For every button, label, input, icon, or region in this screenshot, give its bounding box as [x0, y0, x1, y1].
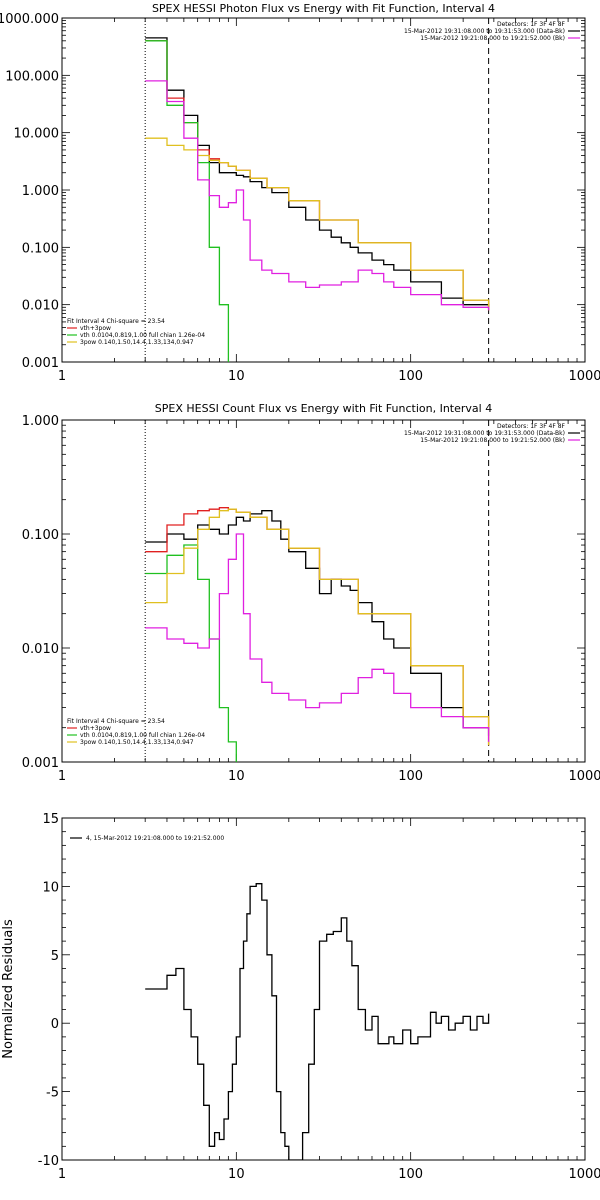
y-tick-label: 0.010 [22, 642, 59, 657]
series-line-1 [145, 510, 490, 736]
series-line-4 [145, 508, 490, 746]
y-tick-label: 15 [42, 812, 59, 827]
legend-entry: 3pow 0.140,1.50,14.4,1.33,134,0.947 [80, 739, 194, 746]
legend-entry: Fit Interval 4 Chi-square = 23.54 [67, 718, 165, 725]
legend-entry: vth 0.0104,0.819,1.00 full chian 1.26e-0… [80, 332, 205, 339]
x-tick-label: 100 [398, 369, 423, 384]
y-tick-label: 1.000 [22, 184, 59, 199]
y-tick-label: 100.000 [5, 69, 59, 84]
y-tick-label: 10.000 [14, 127, 60, 142]
legend-entry: 3pow 0.140,1.50,14.4,1.33,134,0.947 [80, 339, 194, 346]
legend-entry: Detectors: 1F 3F 4F 8F [497, 21, 566, 28]
series-line-3 [145, 544, 237, 762]
x-tick-label: 10 [228, 769, 245, 784]
y-tick-label: 0.001 [22, 756, 59, 771]
y-tick-label: 0.010 [22, 299, 59, 314]
x-tick-label: 1000 [568, 769, 600, 784]
chart-title: SPEX HESSI Count Flux vs Energy with Fit… [155, 402, 492, 415]
chart-panel-1: SPEX HESSI Photon Flux vs Energy with Fi… [0, 2, 600, 384]
y-tick-label: -5 [46, 1086, 59, 1101]
y-tick-label: -10 [38, 1154, 59, 1169]
series-line-3 [145, 40, 230, 362]
plot-frame [61, 419, 586, 763]
legend-entry: 15-Mar-2012 19:31:08.000 to 19:31:53.000… [404, 28, 565, 35]
y-tick-label: 0.001 [22, 356, 59, 371]
y-tick-label: 0.100 [22, 241, 59, 256]
y-axis-label: Normalized Residuals [1, 919, 16, 1059]
legend-entry: vth+3pow [80, 325, 111, 332]
chart-title: SPEX HESSI Photon Flux vs Energy with Fi… [152, 2, 495, 15]
series-line-5 [145, 80, 490, 311]
legend-entry: 4, 15-Mar-2012 19:21:08.000 to 19:21:52.… [86, 835, 224, 842]
chart-panel-3: 1 10 100 1000 -10 -5 0 5 10 15 Normalized Residual… [1, 812, 600, 1182]
x-tick-label: 1 [58, 369, 66, 384]
x-tick-label: 1000 [568, 1167, 600, 1182]
chart-panel-2: SPEX HESSI Count Flux vs Energy with Fit… [22, 402, 600, 784]
legend-entry: Detectors: 1F 3F 4F 8F [497, 423, 566, 430]
legend-entry: 15-Mar-2012 19:21:08.000 to 19:21:52.000… [420, 437, 565, 444]
x-tick-label: 1 [58, 1167, 66, 1182]
plot-frame [61, 817, 586, 1161]
legend-entry: 15-Mar-2012 19:21:08.000 to 19:21:52.000… [420, 35, 565, 42]
x-tick-label: 100 [398, 769, 423, 784]
y-tick-label: 0.100 [22, 528, 59, 543]
x-tick-label: 10 [228, 369, 245, 384]
legend-entry: vth 0.0104,0.819,1.00 full chian 1.26e-0… [80, 732, 205, 739]
series-line-4 [145, 137, 490, 311]
series-line-1 [145, 883, 490, 1160]
y-tick-label: 10 [42, 880, 59, 895]
legend-entry: 15-Mar-2012 19:31:08.000 to 19:31:53.000… [404, 430, 565, 437]
y-tick-label: 5 [51, 949, 59, 964]
plot-frame [61, 17, 586, 363]
y-tick-label: 0 [51, 1017, 59, 1032]
series-line-2 [145, 507, 490, 746]
x-tick-label: 1 [58, 769, 66, 784]
x-tick-label: 1000 [568, 369, 600, 384]
x-tick-label: 10 [228, 1167, 245, 1182]
legend-entry: Fit Interval 4 Chi-square = 23.54 [67, 318, 165, 325]
y-tick-label: 1000.000 [0, 12, 59, 27]
y-tick-label: 1.000 [22, 414, 59, 429]
legend-entry: vth+3pow [80, 725, 111, 732]
series-line-5 [145, 533, 490, 742]
x-tick-label: 100 [398, 1167, 423, 1182]
series-line-1 [145, 37, 490, 308]
